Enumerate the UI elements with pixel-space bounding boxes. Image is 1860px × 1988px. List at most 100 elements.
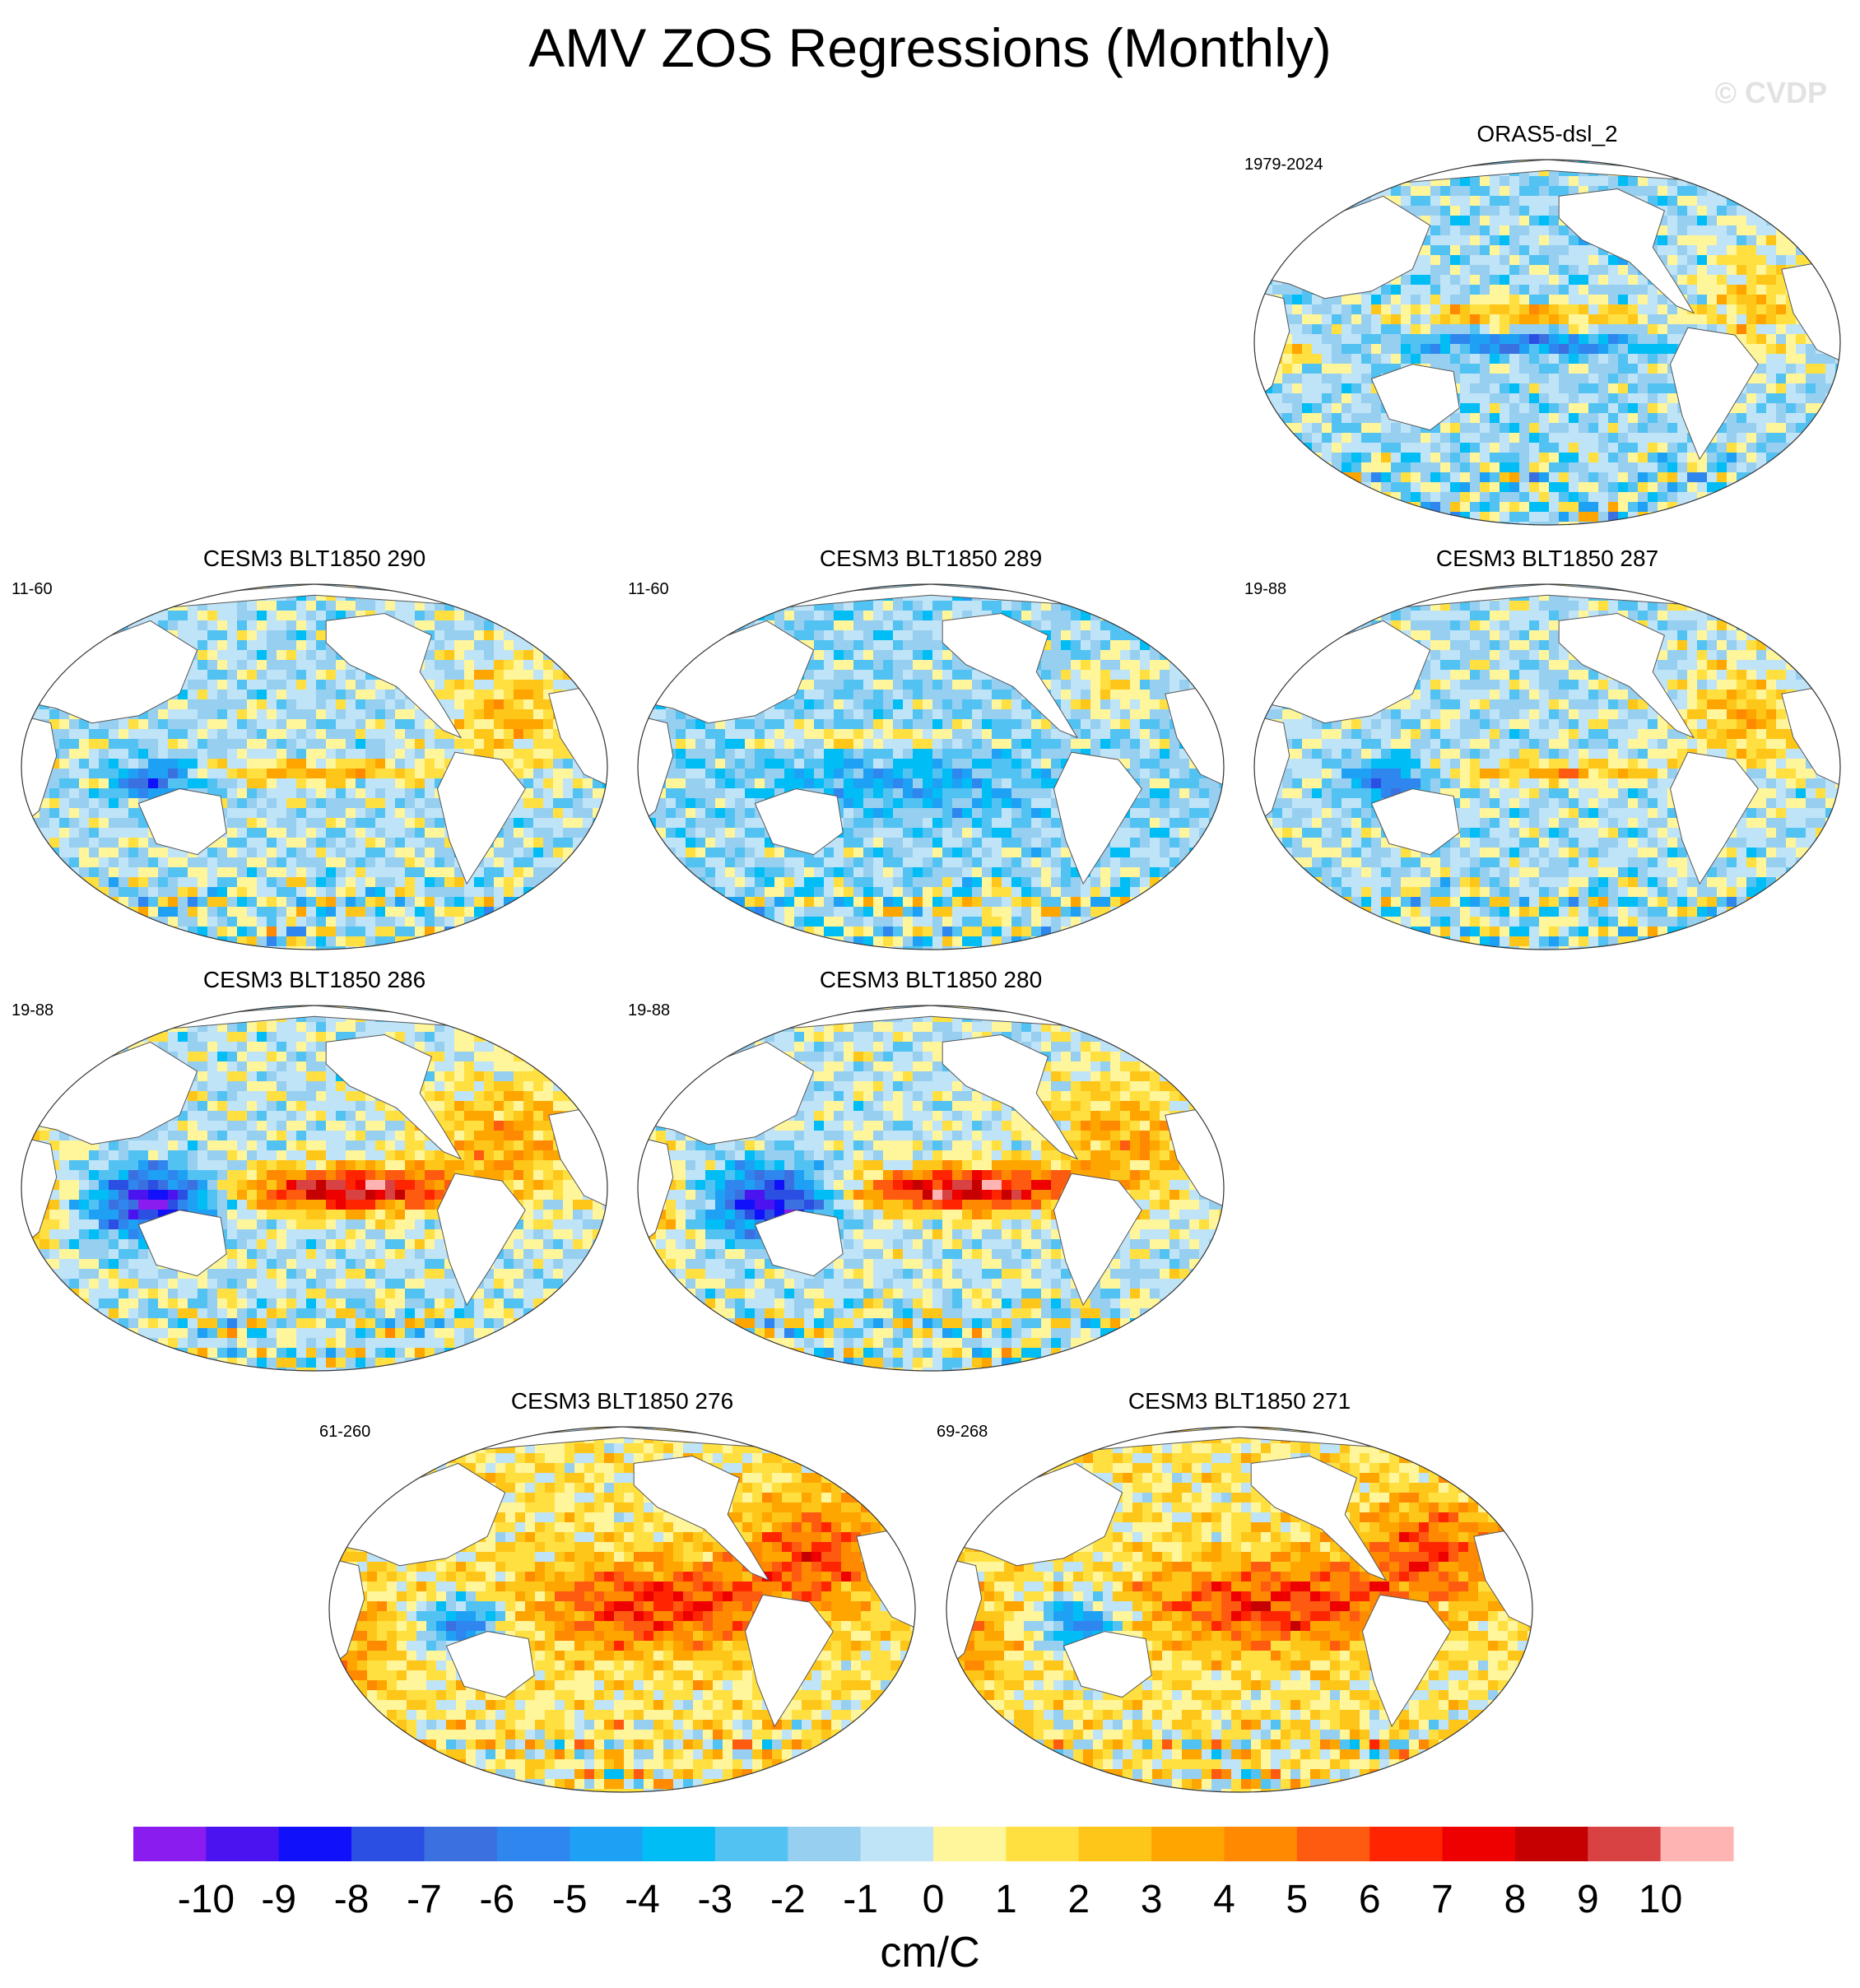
value-cell bbox=[1737, 216, 1747, 226]
value-cell bbox=[1796, 186, 1807, 197]
value-cell bbox=[1430, 186, 1441, 197]
value-cell bbox=[316, 818, 327, 829]
value-cell bbox=[563, 680, 574, 690]
value-cell bbox=[1421, 206, 1431, 216]
value-cell bbox=[1845, 275, 1852, 286]
value-cell bbox=[474, 719, 485, 730]
value-cell bbox=[1796, 255, 1807, 266]
value-cell bbox=[1361, 364, 1372, 374]
value-cell bbox=[464, 640, 475, 651]
value-cell bbox=[1628, 492, 1639, 503]
value-cell bbox=[247, 818, 258, 829]
value-cell bbox=[1579, 403, 1589, 414]
value-cell bbox=[593, 897, 603, 908]
value-cell bbox=[375, 867, 386, 878]
value-cell bbox=[1539, 413, 1550, 424]
value-cell bbox=[1470, 295, 1481, 305]
value-cell bbox=[1539, 235, 1550, 246]
value-cell bbox=[227, 601, 238, 611]
value-cell bbox=[1559, 403, 1569, 414]
value-cell bbox=[1411, 472, 1421, 483]
value-cell bbox=[138, 719, 149, 730]
value-cell bbox=[1727, 502, 1737, 513]
value-cell bbox=[1766, 235, 1777, 246]
value-cell bbox=[1727, 492, 1737, 503]
value-cell bbox=[395, 759, 406, 769]
value-cell bbox=[198, 699, 208, 710]
value-cell bbox=[346, 897, 356, 908]
value-cell bbox=[1559, 225, 1569, 236]
value-cell bbox=[1549, 423, 1560, 434]
value-cell bbox=[1746, 482, 1757, 493]
value-cell bbox=[336, 887, 346, 898]
value-cell bbox=[1322, 453, 1332, 463]
value-cell bbox=[365, 759, 376, 769]
value-cell bbox=[1160, 611, 1170, 621]
value-cell bbox=[168, 848, 179, 858]
value-cell bbox=[523, 917, 534, 927]
value-cell bbox=[198, 897, 208, 908]
value-cell bbox=[504, 650, 514, 661]
value-cell bbox=[316, 611, 327, 621]
value-cell bbox=[365, 946, 376, 950]
value-cell bbox=[415, 709, 425, 720]
value-cell bbox=[30, 828, 40, 838]
value-cell bbox=[533, 769, 544, 779]
value-cell bbox=[1776, 383, 1787, 394]
value-cell bbox=[1658, 245, 1668, 256]
value-cell bbox=[1796, 472, 1807, 483]
value-cell bbox=[1332, 413, 1342, 424]
value-cell bbox=[1243, 196, 1253, 207]
value-cell bbox=[853, 601, 864, 611]
value-cell bbox=[99, 584, 109, 592]
value-cell bbox=[89, 808, 100, 819]
value-cell bbox=[119, 798, 129, 809]
value-cell bbox=[395, 749, 406, 759]
value-cell bbox=[454, 887, 465, 898]
value-cell bbox=[21, 670, 30, 680]
value-cell bbox=[247, 650, 258, 661]
value-cell bbox=[1539, 354, 1550, 365]
value-cell bbox=[1361, 344, 1372, 355]
value-cell bbox=[227, 759, 238, 769]
value-cell bbox=[444, 650, 455, 661]
value-cell bbox=[1588, 314, 1599, 325]
value-cell bbox=[474, 739, 485, 750]
value-cell bbox=[1332, 324, 1342, 335]
value-cell bbox=[1618, 176, 1629, 187]
value-cell bbox=[30, 690, 40, 700]
value-cell bbox=[573, 917, 584, 927]
value-cell bbox=[10, 788, 21, 799]
value-cell bbox=[316, 877, 327, 888]
value-cell bbox=[474, 584, 485, 592]
value-cell bbox=[237, 601, 248, 611]
value-cell bbox=[286, 680, 297, 690]
value-cell bbox=[296, 927, 307, 937]
value-cell bbox=[148, 897, 159, 908]
value-cell bbox=[523, 729, 534, 740]
value-cell bbox=[1411, 344, 1421, 355]
value-cell bbox=[1519, 403, 1530, 414]
value-cell bbox=[395, 739, 406, 750]
value-cell bbox=[227, 650, 238, 661]
value-cell bbox=[494, 584, 505, 592]
value-cell bbox=[1312, 304, 1323, 315]
value-cell bbox=[543, 601, 554, 611]
value-cell bbox=[178, 759, 188, 769]
value-cell bbox=[1667, 472, 1678, 483]
value-cell bbox=[523, 660, 534, 671]
value-cell bbox=[168, 867, 179, 878]
value-cell bbox=[316, 660, 327, 671]
value-cell bbox=[296, 739, 307, 750]
value-cell bbox=[375, 739, 386, 750]
value-cell bbox=[1490, 383, 1500, 394]
value-cell bbox=[1707, 166, 1718, 177]
value-cell bbox=[1549, 502, 1560, 513]
value-cell bbox=[1628, 383, 1639, 394]
value-cell bbox=[395, 778, 406, 789]
value-cell bbox=[435, 857, 445, 868]
value-cell bbox=[316, 690, 327, 700]
value-cell bbox=[1411, 206, 1421, 216]
value-cell bbox=[1440, 275, 1451, 286]
value-cell bbox=[444, 699, 455, 710]
